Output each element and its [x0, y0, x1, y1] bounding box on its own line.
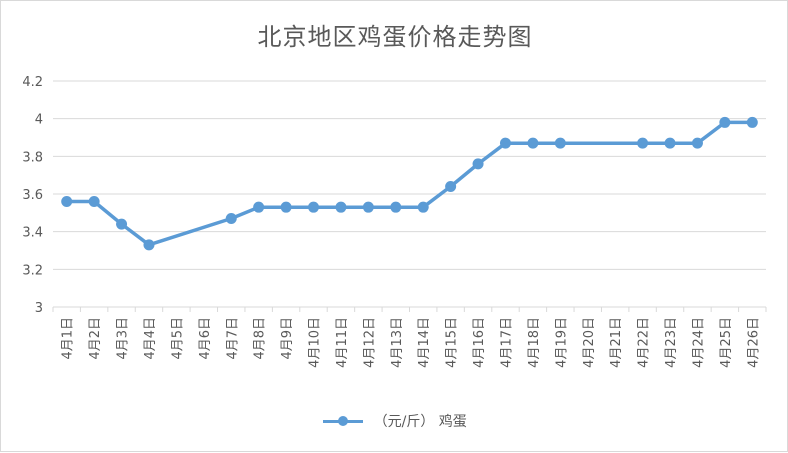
- data-point: [527, 137, 539, 149]
- x-tick-label: 4月1日: [61, 317, 76, 360]
- x-tick-label: 4月15日: [445, 317, 460, 368]
- x-tick-label: 4月2日: [88, 317, 103, 360]
- x-tick-label: 4月12日: [362, 317, 377, 368]
- data-point: [499, 137, 511, 149]
- x-tick-label: 4月16日: [472, 317, 487, 368]
- x-tick-label: 4月23日: [664, 317, 679, 368]
- x-tick-label: 4月20日: [582, 317, 597, 368]
- data-point: [61, 196, 73, 208]
- x-tick-label: 4月18日: [527, 317, 542, 368]
- legend-line-marker-icon: [323, 415, 364, 427]
- x-axis-ticks: 4月1日 4月2日 4月3日 4月4日 4月5日 4月6日 4月7日 4月8日 4月9日 4月10…: [52, 307, 767, 368]
- y-tick-label: 3: [35, 301, 43, 316]
- data-point: [554, 137, 566, 149]
- y-tick-label: 3.8: [22, 150, 43, 165]
- data-point: [362, 201, 374, 213]
- x-tick-label: 4月26日: [746, 317, 761, 368]
- y-tick-label: 3.6: [22, 188, 43, 203]
- legend-label: （元/斤） 鸡蛋: [373, 414, 467, 430]
- y-tick-label: 3.2: [22, 263, 43, 278]
- x-tick-label: 4月10日: [308, 317, 323, 368]
- data-point: [225, 212, 237, 224]
- x-tick-label: 4月8日: [253, 317, 268, 360]
- x-tick-label: 4月3日: [116, 317, 131, 360]
- x-tick-label: 4月13日: [390, 317, 405, 368]
- y-tick-label: 3.4: [22, 226, 43, 241]
- y-axis-ticks: 3 3.2 3.4 3.6 3.8 4 4.2: [22, 75, 43, 316]
- data-point: [116, 218, 128, 230]
- data-point: [472, 158, 484, 170]
- gridlines: [53, 80, 766, 308]
- data-point: [417, 201, 429, 213]
- x-tick-label: 4月6日: [198, 317, 213, 360]
- x-tick-label: 4月17日: [499, 317, 514, 368]
- x-tick-label: 4月9日: [280, 317, 295, 360]
- data-point: [253, 201, 265, 213]
- data-point: [390, 201, 402, 213]
- x-tick-label: 4月14日: [417, 317, 432, 368]
- x-tick-label: 4月22日: [637, 317, 652, 368]
- x-tick-label: 4月24日: [691, 317, 706, 368]
- chart-title: 北京地区鸡蛋价格走势图: [257, 23, 533, 51]
- x-tick-label: 4月5日: [170, 317, 185, 360]
- x-tick-label: 4月25日: [719, 317, 734, 368]
- data-point: [308, 201, 320, 213]
- data-point: [719, 116, 731, 128]
- data-point: [664, 137, 676, 149]
- y-tick-label: 4: [35, 113, 43, 128]
- data-point: [143, 239, 155, 251]
- data-point: [88, 196, 100, 208]
- y-tick-label: 4.2: [22, 75, 43, 90]
- data-point: [691, 137, 703, 149]
- data-point: [335, 201, 347, 213]
- data-point: [637, 137, 649, 149]
- data-point: [445, 180, 457, 192]
- x-tick-label: 4月11日: [335, 317, 350, 368]
- x-tick-label: 4月19日: [554, 317, 569, 368]
- data-point: [280, 201, 292, 213]
- x-tick-label: 4月4日: [143, 317, 158, 360]
- series-layer: [61, 116, 758, 251]
- x-tick-label: 4月7日: [225, 317, 240, 360]
- data-point: [746, 116, 758, 128]
- series-line-0: [64, 120, 755, 247]
- legend: （元/斤） 鸡蛋: [1, 411, 788, 431]
- x-tick-label: 4月21日: [609, 317, 624, 368]
